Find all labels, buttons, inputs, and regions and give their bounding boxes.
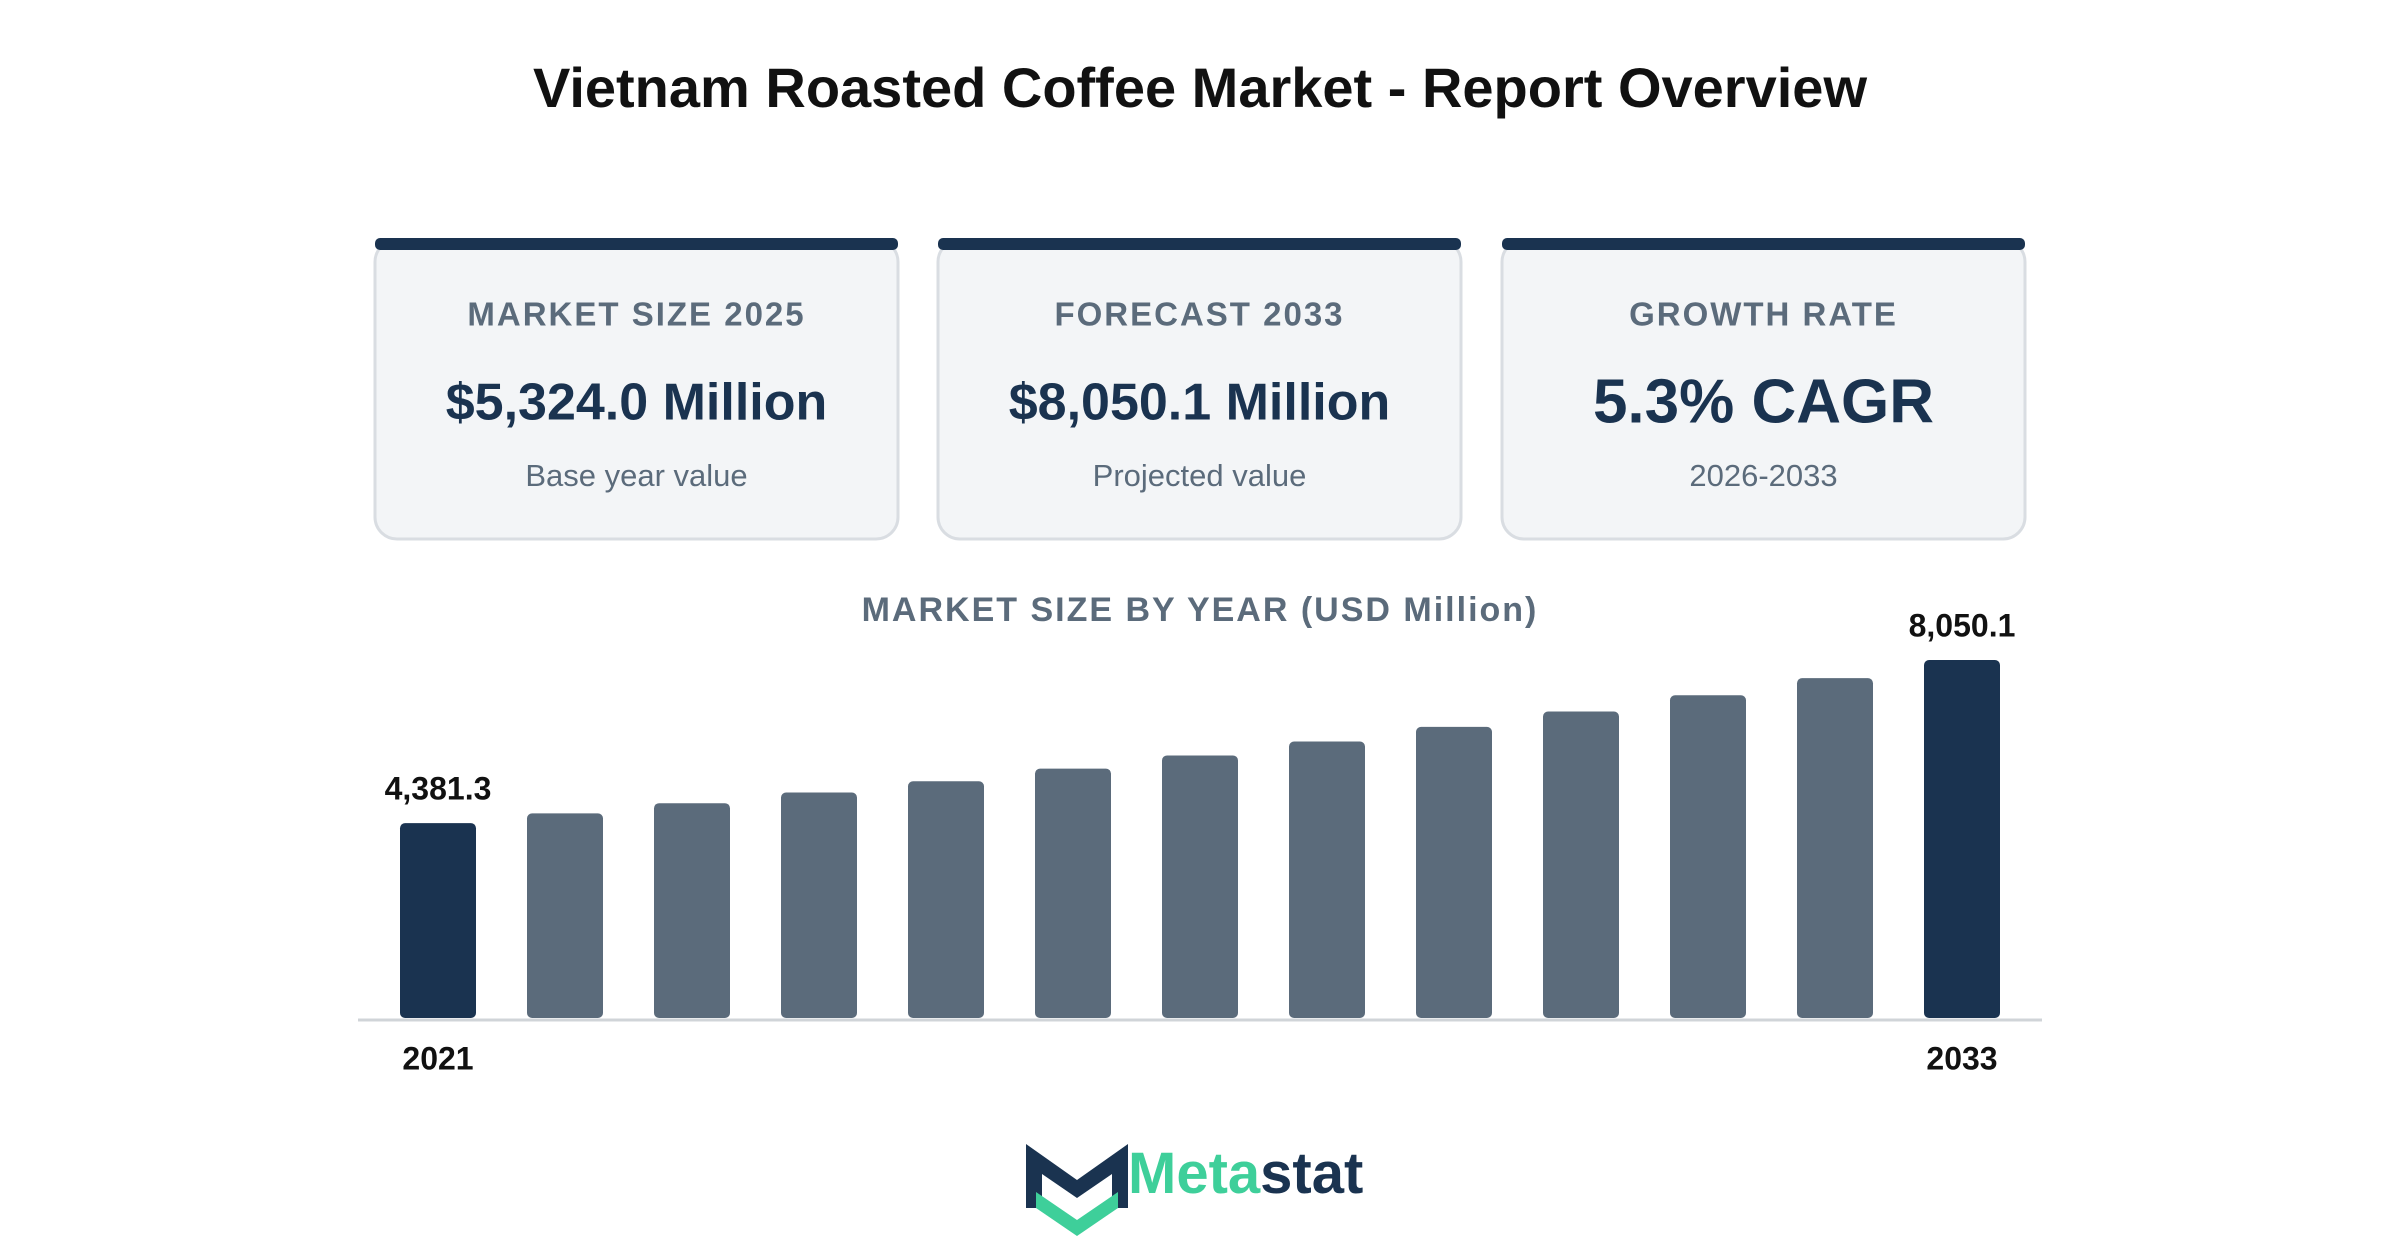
logo-part: stat	[1260, 1141, 1363, 1206]
x-tick-label: 2021	[402, 1040, 473, 1076]
card-value: $5,324.0 Million	[446, 374, 828, 432]
logo-text: Metastat	[1128, 1141, 1363, 1206]
logo-part: Meta	[1128, 1141, 1261, 1206]
card-value: $8,050.1 Million	[1009, 374, 1391, 432]
card-label: MARKET SIZE 2025	[467, 296, 805, 333]
bar	[908, 781, 984, 1018]
card-label: FORECAST 2033	[1054, 296, 1344, 333]
chart-title: MARKET SIZE BY YEAR (USD Million)	[862, 591, 1539, 629]
bar	[1924, 660, 2000, 1018]
bar	[781, 792, 857, 1018]
card-top-bar	[938, 238, 1461, 250]
logo-icon-accent	[1036, 1192, 1118, 1236]
bar	[400, 823, 476, 1018]
card-top-bar	[1502, 238, 2025, 250]
card-note: Base year value	[525, 458, 747, 493]
bar	[1797, 678, 1873, 1018]
bar	[527, 813, 603, 1018]
card-value: 5.3% CAGR	[1593, 367, 1934, 436]
card-label: GROWTH RATE	[1629, 296, 1898, 333]
card-top-bar	[375, 238, 898, 250]
bar	[1162, 755, 1238, 1018]
bar	[1416, 726, 1492, 1018]
logo: Metastat	[1026, 1141, 1363, 1236]
data-label: 4,381.3	[385, 771, 492, 807]
x-tick-label: 2033	[1926, 1040, 1997, 1076]
bar	[1289, 741, 1365, 1018]
data-label: 8,050.1	[1909, 607, 2016, 643]
bar	[1670, 695, 1746, 1018]
bar	[1035, 768, 1111, 1018]
bar	[654, 803, 730, 1018]
card-note: 2026-2033	[1689, 458, 1837, 493]
page-title: Vietnam Roasted Coffee Market - Report O…	[533, 56, 1867, 119]
bar	[1543, 711, 1619, 1018]
card-note: Projected value	[1093, 458, 1307, 493]
